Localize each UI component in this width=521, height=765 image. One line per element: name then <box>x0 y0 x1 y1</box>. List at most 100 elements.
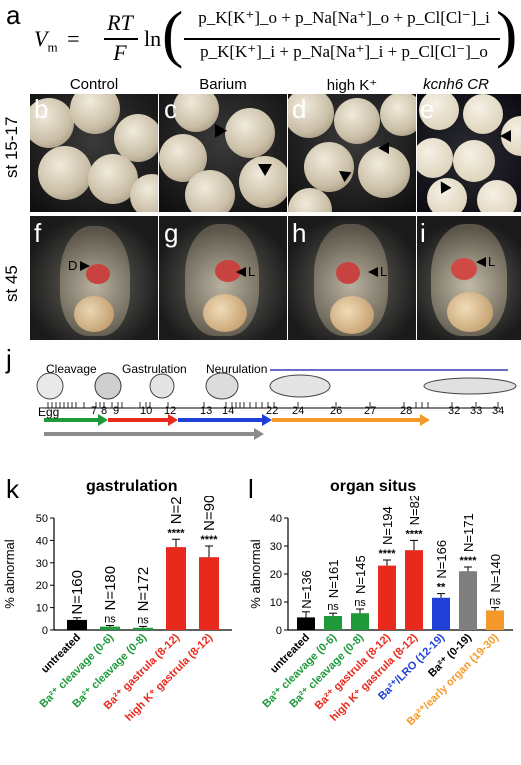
col-title-kcnh6: kcnh6 CR <box>423 76 489 93</box>
photo-control-st15 <box>30 94 158 212</box>
n-label: N=180 <box>102 566 119 611</box>
y-tick-label: 40 <box>36 535 48 547</box>
panel-label-i: i <box>420 218 426 248</box>
stage-num-9: 9 <box>113 405 120 417</box>
significance-label: **** <box>200 534 218 546</box>
bar <box>459 571 477 630</box>
stage-num-27: 27 <box>364 405 377 417</box>
photo-highk-st45 <box>288 216 416 340</box>
bar <box>199 557 219 630</box>
stage-name-neurulation: Neurulation <box>206 362 268 376</box>
significance-label: **** <box>405 528 423 540</box>
n-label: N=194 <box>380 506 395 545</box>
bar <box>351 613 369 630</box>
stage-num-10: 10 <box>140 405 153 417</box>
eq-numerator: p_K[K⁺]_o + p_Na[Na⁺]_o + p_Cl[Cl⁻]_i <box>198 8 490 27</box>
bar <box>297 617 315 630</box>
embryo-tailbud <box>269 374 331 398</box>
n-label: N=160 <box>69 570 86 615</box>
panel-label-k: k <box>6 474 19 504</box>
bar <box>378 565 396 630</box>
panel-label-g: g <box>164 218 179 248</box>
timeline-ticks <box>47 402 499 408</box>
stage-num-14: 14 <box>222 405 235 417</box>
y-tick-label: 50 <box>36 513 48 525</box>
embryo-egg <box>36 372 64 400</box>
arrowhead-g <box>236 267 246 277</box>
y-axis-label: % abnormal <box>248 539 263 608</box>
y-tick-label: 20 <box>36 580 48 592</box>
significance-label: ns <box>137 614 149 626</box>
y-axis-label: % abnormal <box>2 539 17 608</box>
arrowhead-e1 <box>500 130 511 142</box>
significance-label: **** <box>459 555 477 567</box>
stage-num-7: 7 <box>91 405 98 417</box>
arrowhead-i <box>476 257 486 267</box>
arrowhead-blue <box>262 414 272 426</box>
arrowhead-gray <box>254 428 264 440</box>
bar <box>133 627 153 630</box>
equation: Vm = RT F ln ( p_K[K⁺]_o + p_Na[Na⁺]_o +… <box>34 0 518 69</box>
bar <box>67 619 87 630</box>
eq-ln: ln <box>144 26 162 51</box>
eq-denominator: p_K[K⁺]_i + p_Na[Na⁺]_i + p_Cl[Cl⁻]_o <box>200 42 488 61</box>
stage-num-28: 28 <box>400 405 413 417</box>
significance-label: **** <box>378 548 396 560</box>
photo-kcnh6-st45 <box>417 216 521 340</box>
chart-l-title: organ situs <box>330 478 417 495</box>
panel-label-e: e <box>420 94 435 124</box>
eq-frac-num: RT <box>107 10 133 35</box>
y-tick-label: 0 <box>276 625 282 637</box>
bar <box>324 616 342 630</box>
stage-name-cleavage: Cleavage <box>46 362 97 376</box>
stage-num-24: 24 <box>292 405 305 417</box>
panel-label-j: j <box>6 344 12 374</box>
eq-lhs: V <box>34 26 48 51</box>
arrowhead-green <box>98 414 108 426</box>
stage-num-26: 26 <box>330 405 343 417</box>
arrowhead-h <box>368 267 378 277</box>
n-label: N=171 <box>461 513 476 552</box>
annotation-l-i: L <box>488 254 496 269</box>
annotation-l-g: L <box>248 264 256 279</box>
stage-name-gastrulation: Gastrulation <box>122 362 187 376</box>
eq-lhs-sub: m <box>47 39 58 55</box>
neurulation-line <box>270 369 508 371</box>
bar <box>166 547 186 630</box>
panel-label-b: b <box>34 94 49 124</box>
stage-num-12: 12 <box>164 405 177 417</box>
photo-highk-st15 <box>288 94 416 212</box>
y-tick-label: 10 <box>270 597 282 609</box>
arrowhead-red <box>168 414 178 426</box>
stage-num-13: 13 <box>200 405 213 417</box>
embryo-gastrula <box>149 373 175 399</box>
bar <box>486 610 504 630</box>
stage-num-22: 22 <box>266 405 279 417</box>
n-label: N=136 <box>299 570 314 609</box>
stage-num-8: 8 <box>101 405 108 417</box>
significance-label: ** <box>437 582 446 594</box>
n-label: N=262 <box>168 496 185 524</box>
timeline-illustration <box>36 372 517 440</box>
n-label: N=140 <box>488 554 503 593</box>
arrowhead-c2 <box>258 164 272 176</box>
bar <box>432 597 450 630</box>
n-label: N=82 <box>407 496 422 525</box>
photo-barium-st45 <box>159 216 287 340</box>
col-title-control: Control <box>69 76 119 93</box>
significance-label: ns <box>354 597 366 609</box>
panel-label-h: h <box>292 218 307 248</box>
embryo-cleavage <box>94 372 122 400</box>
n-label: N=90 <box>201 496 218 531</box>
bar <box>100 626 120 630</box>
n-label: N=161 <box>326 560 341 599</box>
row-label-st15: st 15-17 <box>2 116 21 178</box>
stage-num-32: 32 <box>448 405 461 417</box>
eq-frac-den: F <box>113 40 127 65</box>
photo-barium-st15 <box>159 94 287 212</box>
y-tick-label: 20 <box>270 569 282 581</box>
y-tick-label: 40 <box>270 513 282 525</box>
y-tick-label: 10 <box>36 603 48 615</box>
